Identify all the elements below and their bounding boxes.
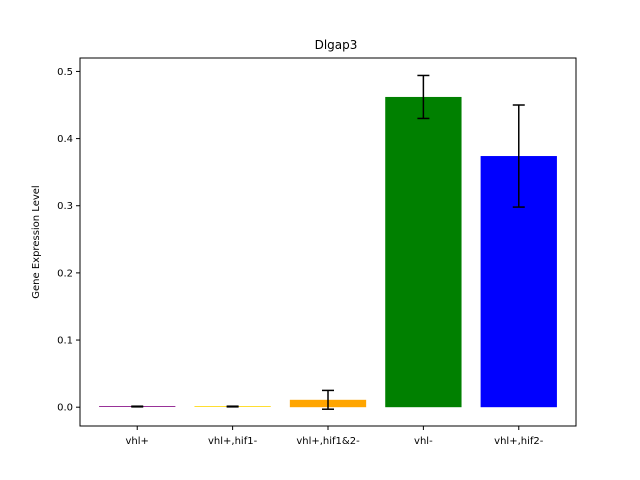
y-tick-label-3: 0.3 — [57, 201, 73, 212]
error-bar-2 — [322, 389, 334, 410]
error-bar-4 — [512, 104, 525, 208]
y-axis: 0.0 0.1 0.2 0.3 0.4 0.5 — [57, 67, 80, 414]
error-bar-1 — [226, 405, 239, 408]
y-tick-label-0: 0.0 — [57, 403, 73, 414]
x-tick-label-2: vhl+,hif1&2- — [296, 436, 360, 447]
bar-3 — [385, 96, 462, 408]
x-axis: vhl+ vhl+,hif1- vhl+,hif1&2- vhl-vhl+,hif2- — [126, 426, 544, 447]
y-tick-label-2: 0.2 — [57, 268, 73, 279]
x-tick-label-3: vhl- — [414, 436, 433, 447]
error-bar-0 — [131, 405, 144, 408]
bars-group — [99, 96, 557, 408]
y-axis-label: Gene Expression Level — [31, 185, 42, 298]
y-tick-label-5: 0.5 — [57, 67, 73, 78]
y-tick-label-4: 0.4 — [57, 134, 73, 145]
x-tick-label-1: vhl+,hif1- — [208, 436, 258, 447]
error-bar-3 — [417, 74, 430, 120]
chart-title: Dlgap3 — [315, 38, 358, 52]
x-tick-label-4: vhl+,hif2- — [494, 436, 544, 447]
error-bars-group — [131, 74, 525, 410]
y-tick-label-1: 0.1 — [57, 336, 73, 347]
x-tick-label-0: vhl+ — [126, 436, 149, 447]
